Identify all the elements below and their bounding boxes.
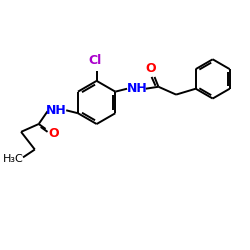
Text: Cl: Cl [88,54,101,67]
Text: NH: NH [126,82,147,95]
Text: O: O [48,127,59,140]
Text: O: O [145,62,156,75]
Text: NH: NH [46,104,67,117]
Text: H₃C: H₃C [3,154,24,164]
